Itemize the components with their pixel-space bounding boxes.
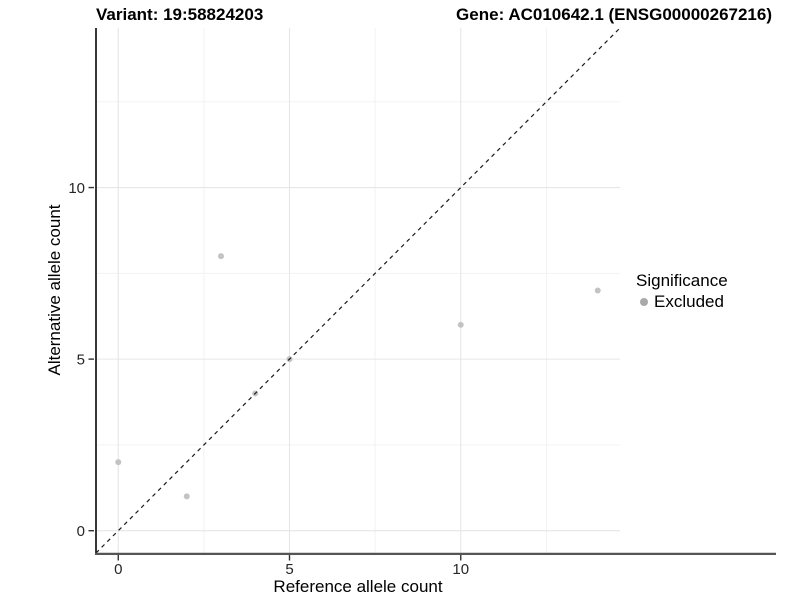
data-points [115, 253, 601, 500]
y-axis-title: Alternative allele count [45, 204, 64, 376]
x-tick-label: 5 [285, 561, 293, 578]
x-axis-title: Reference allele count [273, 577, 443, 596]
y-tick-label: 5 [77, 351, 85, 368]
data-point [183, 493, 190, 500]
x-ticks [117, 555, 462, 561]
plot-title-gene: Gene: AC010642.1 (ENSG00000267216) [456, 5, 772, 24]
identity-line [95, 27, 621, 554]
data-point [594, 287, 601, 294]
y-tick-label: 10 [68, 180, 85, 197]
y-ticks [88, 186, 94, 532]
x-tick-label: 0 [114, 561, 122, 578]
legend-item-label: Excluded [654, 292, 724, 311]
legend-item-excluded: Excluded [640, 292, 724, 312]
legend-key-dot [640, 298, 648, 306]
gridlines-major [96, 28, 620, 553]
legend-title: Significance [636, 271, 728, 290]
gridlines-minor [96, 28, 620, 553]
y-tick-label: 0 [77, 523, 85, 540]
x-tick-label: 10 [452, 561, 469, 578]
plot-title-variant: Variant: 19:58824203 [96, 5, 264, 24]
x-tick-labels: 0 5 10 [114, 561, 469, 578]
data-point [457, 321, 464, 328]
y-tick-labels: 0 5 10 [68, 180, 85, 540]
data-point [115, 459, 122, 466]
data-point [218, 253, 225, 260]
